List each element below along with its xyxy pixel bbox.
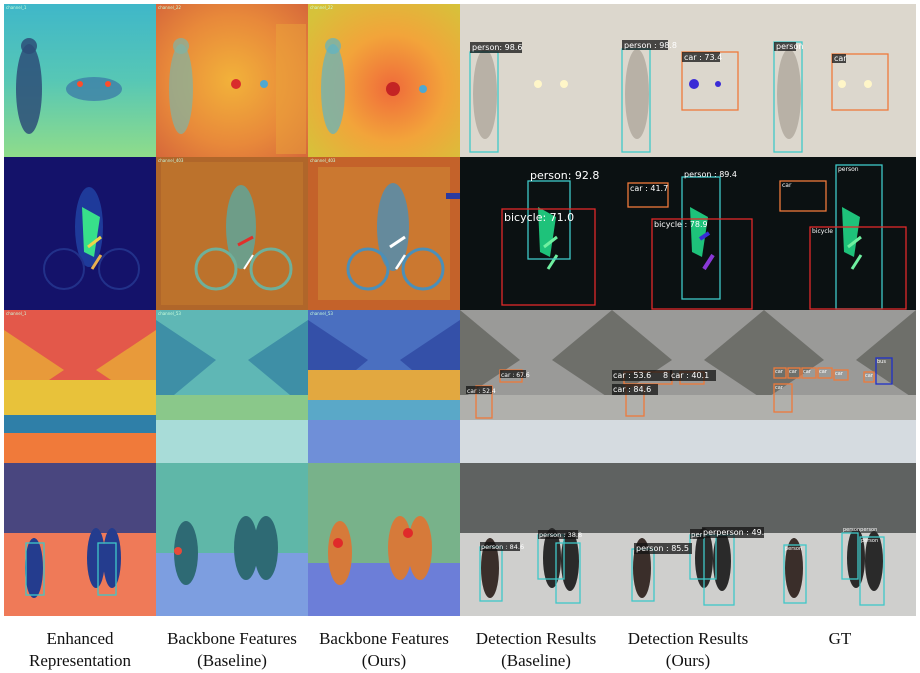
gt-label: car [789, 369, 798, 375]
gt-label: bicycle [812, 228, 833, 235]
caption-line: Detection Results [627, 629, 749, 648]
caption-line: (Ours) [665, 651, 711, 670]
fog-enhanced-representation: channel_1 [4, 4, 156, 157]
gt-label: person [776, 42, 803, 51]
detection-label: car : 41.7 [630, 184, 668, 193]
caption-line: (Ours) [361, 651, 407, 670]
caption-detection-ours: Detection Results (Ours) [612, 628, 764, 672]
detection-label: car : 53.6 [613, 371, 651, 380]
detection-label: person: 98.6 [472, 43, 522, 52]
corner-tag: channel_1 [6, 311, 27, 316]
caption-line: (Baseline) [197, 651, 267, 670]
gt-label: person [861, 538, 878, 544]
caption-gt: GT [764, 628, 916, 650]
detection-label: person : 89.4 [684, 170, 737, 179]
detection-label: car : 52.4 [467, 388, 496, 395]
detection-label: bicycle : 78.9 [654, 220, 708, 229]
corner-tag: channel_403 [310, 158, 336, 163]
gt-label: person [785, 546, 802, 552]
detection-label: person : 85.5 [636, 544, 689, 553]
detection-label: car : 84.6 [613, 385, 651, 394]
fog-detection-baseline: person: 98.6 [460, 4, 612, 157]
caption-line: (Baseline) [501, 651, 571, 670]
night-backbone-features-baseline: channel_403 [156, 157, 308, 310]
rain-backbone-features-baseline: channel_53 [156, 310, 308, 463]
detection-label: person : 38.8 [539, 531, 582, 539]
caption-line: Representation [29, 651, 131, 670]
gt-label: car [775, 385, 784, 391]
rain-backbone-features-ours: channel_53 [308, 310, 460, 463]
gt-label: car [819, 369, 828, 375]
corner-tag: channel_22 [310, 5, 333, 10]
caption-detection-baseline: Detection Results (Baseline) [460, 628, 612, 672]
rain-enhanced-representation: channel_1 [4, 310, 156, 463]
corner-tag: channel_403 [158, 158, 184, 163]
caption-line: Backbone Features [167, 629, 297, 648]
snow-backbone-features-ours [308, 463, 460, 616]
rain-ground-truth: car car car car car car bus car [764, 310, 916, 463]
gt-label: car [775, 369, 784, 375]
gt-label: car [865, 373, 874, 379]
gt-label: personperson [843, 527, 877, 533]
detection-label: person : 84.6 [481, 543, 524, 551]
night-enhanced-representation [4, 157, 156, 310]
corner-tag: channel_53 [158, 311, 181, 316]
gt-label: car [803, 369, 812, 375]
night-detection-ours: car : 41.7 person : 89.4 bicycle : 78.9 [612, 157, 764, 310]
fog-ground-truth: person car [764, 4, 916, 157]
gt-label: car [834, 54, 847, 63]
caption-backbone-ours: Backbone Features (Ours) [308, 628, 460, 672]
caption-line: Enhanced [46, 629, 114, 648]
corner-tag: channel_22 [158, 5, 181, 10]
detection-label: car : 73.4 [684, 53, 722, 62]
corner-tag: channel_53 [310, 311, 333, 316]
figure-grid: channel_1 channel_22 [4, 4, 916, 616]
night-backbone-features-ours: channel_403 [308, 157, 460, 310]
corner-tag: channel_1 [6, 5, 27, 10]
gt-label: bus [877, 359, 886, 365]
snow-ground-truth: person personperson person [764, 463, 916, 616]
detection-label: perperson : 49.8 [703, 528, 764, 537]
night-ground-truth: car person bicycle [764, 157, 916, 310]
caption-line: GT [828, 629, 852, 648]
detection-label: person: 92.8 [530, 169, 599, 182]
fog-detection-ours: person : 98.8 car : 73.4 [612, 4, 764, 157]
caption-backbone-baseline: Backbone Features (Baseline) [156, 628, 308, 672]
detection-label: car : 40.1 [671, 371, 709, 380]
snow-enhanced-representation [4, 463, 156, 616]
gt-label: person [838, 166, 859, 173]
gt-label: car [782, 182, 792, 189]
detection-label: pers [691, 531, 707, 539]
detection-label: 8 [663, 371, 668, 380]
snow-detection-baseline: person : 84.6 person : 38.8 [460, 463, 612, 616]
caption-line: Detection Results [475, 629, 597, 648]
rain-detection-baseline: car : 67.6 car : 52.4 [460, 310, 612, 463]
detection-label: car : 67.6 [501, 372, 530, 379]
snow-detection-ours: person : 85.5 pers perperson : 49.8 [612, 463, 764, 616]
caption-enhanced-representation: Enhanced Representation [4, 628, 156, 672]
detection-label: person : 98.8 [624, 41, 677, 50]
detection-label: bicycle: 71.0 [504, 211, 574, 224]
rain-detection-ours: car : 53.6 8 car : 40.1 car : 84.6 [612, 310, 764, 463]
caption-line: Backbone Features [319, 629, 449, 648]
night-detection-baseline: person: 92.8 bicycle: 71.0 [460, 157, 612, 310]
fog-backbone-features-ours: channel_22 [308, 4, 460, 157]
snow-backbone-features-baseline [156, 463, 308, 616]
gt-label: car [835, 371, 844, 377]
fog-backbone-features-baseline: channel_22 [156, 4, 308, 157]
